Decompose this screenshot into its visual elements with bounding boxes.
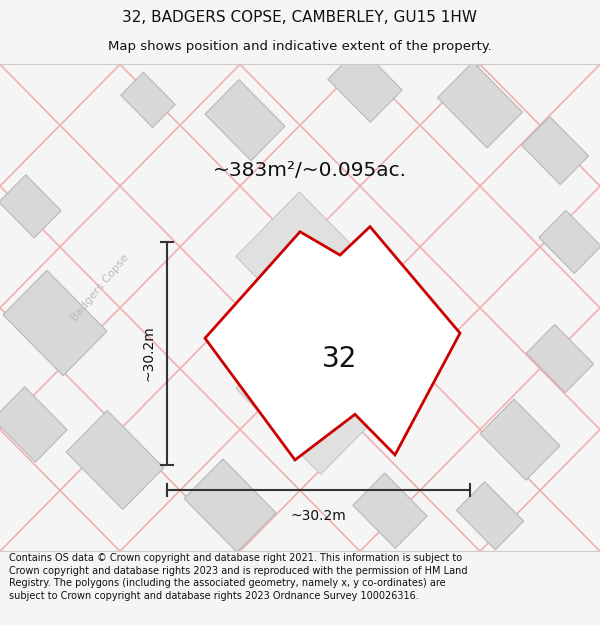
Polygon shape <box>121 72 175 127</box>
Text: Contains OS data © Crown copyright and database right 2021. This information is : Contains OS data © Crown copyright and d… <box>9 552 467 601</box>
Polygon shape <box>521 116 589 184</box>
Polygon shape <box>437 62 523 148</box>
Text: Badgers Copse: Badgers Copse <box>69 253 131 322</box>
Polygon shape <box>328 47 402 122</box>
Polygon shape <box>353 473 427 548</box>
Polygon shape <box>0 387 67 462</box>
Text: 32, BADGERS COPSE, CAMBERLEY, GU15 1HW: 32, BADGERS COPSE, CAMBERLEY, GU15 1HW <box>122 10 478 25</box>
Polygon shape <box>205 79 285 161</box>
Polygon shape <box>539 211 600 274</box>
Polygon shape <box>236 324 384 474</box>
Text: ~30.2m: ~30.2m <box>290 509 346 522</box>
Text: ~30.2m: ~30.2m <box>141 326 155 381</box>
Polygon shape <box>457 482 524 550</box>
Text: Map shows position and indicative extent of the property.: Map shows position and indicative extent… <box>108 41 492 54</box>
Polygon shape <box>480 399 560 480</box>
Polygon shape <box>205 227 460 460</box>
Polygon shape <box>66 411 164 509</box>
Polygon shape <box>0 175 61 238</box>
Polygon shape <box>236 192 384 342</box>
Polygon shape <box>526 324 593 392</box>
Text: ~383m²/~0.095ac.: ~383m²/~0.095ac. <box>213 161 407 181</box>
Polygon shape <box>184 459 276 552</box>
Polygon shape <box>3 270 107 376</box>
Text: 32: 32 <box>322 344 358 372</box>
